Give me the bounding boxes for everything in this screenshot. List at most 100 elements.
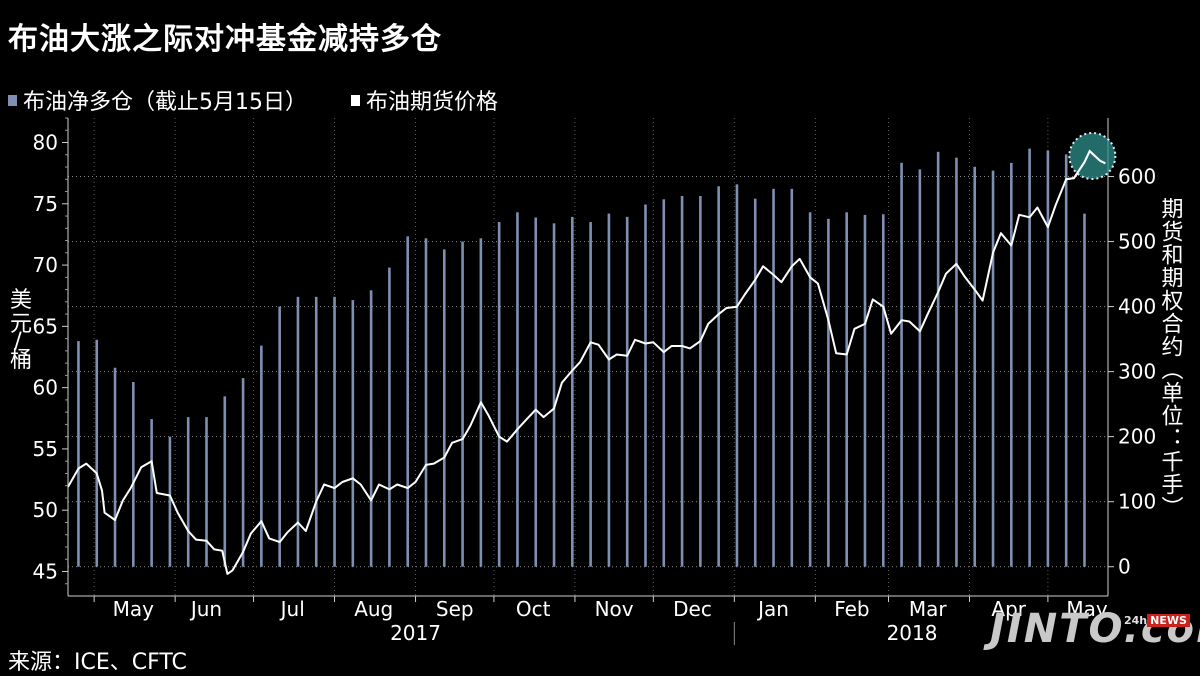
right-tick-label: 500 — [1118, 230, 1156, 254]
left-tick-label: 80 — [33, 131, 58, 155]
bar-net-long — [607, 213, 611, 567]
price-line-highlight — [1066, 149, 1106, 181]
bar-net-long — [790, 188, 794, 567]
legend-swatch-bars — [8, 94, 17, 106]
bar-net-long — [516, 212, 519, 567]
bar-net-long — [1046, 150, 1050, 567]
x-tick-label: Jan — [756, 597, 789, 621]
bar-net-long — [552, 223, 556, 567]
right-tick-label: 0 — [1118, 555, 1131, 579]
bar-net-long — [296, 296, 300, 567]
bar-net-long — [845, 212, 848, 567]
legend-label-price: 布油期货价格 — [366, 90, 499, 115]
right-tick-label: 400 — [1118, 295, 1156, 319]
x-tick-label: May — [113, 597, 155, 621]
bar-net-long — [735, 184, 739, 567]
x-tick-label: Jul — [279, 597, 305, 621]
bar-net-long — [662, 199, 666, 567]
bar-net-long — [589, 222, 592, 567]
line-layer — [67, 150, 1106, 575]
bar-net-long — [223, 396, 227, 567]
x-tick-label: Nov — [595, 597, 634, 621]
bar-net-long — [680, 196, 684, 567]
legend-item-net-long: 布油净多仓（截止5月15日） — [8, 84, 307, 116]
bar-net-long — [918, 169, 922, 567]
bar-net-long — [900, 162, 903, 567]
watermark-logo: JINTO.com — [990, 606, 1200, 652]
source-note: 来源：ICE、CFTC — [8, 650, 187, 675]
bar-net-long — [534, 217, 538, 567]
bar-net-long — [1010, 162, 1013, 567]
bar-net-long — [132, 382, 135, 567]
x-tick-label: Jun — [189, 597, 222, 621]
x-tick-label: Aug — [354, 597, 393, 621]
x-tick-label: Apr — [991, 597, 1026, 621]
bar-net-long — [461, 241, 464, 567]
watermark-badge: 24h NEWS — [1124, 614, 1190, 627]
left-tick-label: 55 — [33, 437, 58, 461]
bar-net-long — [644, 204, 647, 567]
bar-net-long — [1028, 148, 1031, 567]
left-tick-label: 70 — [33, 253, 58, 277]
bar-net-long — [168, 436, 172, 567]
bar-net-long — [424, 238, 428, 567]
bar-net-long — [333, 296, 336, 567]
left-tick-label: 45 — [33, 559, 58, 583]
bar-net-long — [260, 345, 263, 567]
legend: 布油净多仓（截止5月15日） 布油期货价格 — [8, 84, 542, 116]
bar-net-long — [717, 186, 720, 567]
bar-net-long — [699, 196, 702, 567]
left-axis-label: 美元/桶 — [10, 288, 32, 373]
x-tick-label: Sep — [436, 597, 474, 621]
legend-item-price: 布油期货价格 — [351, 84, 498, 116]
bar-net-long — [442, 249, 446, 567]
left-tick-label: 50 — [33, 498, 58, 522]
bar-net-long — [955, 157, 958, 567]
bar-net-long — [772, 188, 775, 567]
x-tick-label: Feb — [834, 597, 869, 621]
legend-swatch-line — [351, 94, 360, 106]
right-tick-label: 200 — [1118, 425, 1156, 449]
year-label: 2018 — [887, 621, 938, 645]
bar-net-long — [241, 378, 245, 567]
x-tick-label: May — [1066, 597, 1108, 621]
bar-net-long — [991, 170, 995, 567]
highlight-circle — [1068, 131, 1117, 180]
right-axis-label: 期货和期权合约（单位：千手） — [1158, 197, 1184, 519]
bar-net-long — [863, 214, 867, 567]
bar-net-long — [753, 198, 757, 567]
year-label: 2017 — [390, 621, 441, 645]
bar-net-long — [625, 216, 629, 567]
bar-net-long — [314, 296, 318, 567]
bar-net-long — [881, 214, 885, 567]
left-tick-label: 60 — [33, 376, 58, 400]
bar-net-long — [1064, 154, 1068, 567]
left-tick-label: 75 — [33, 192, 58, 216]
bar-net-long — [351, 300, 355, 567]
bars-layer — [77, 148, 1086, 567]
grid-layer — [68, 118, 1108, 596]
annotation-layer — [1066, 131, 1117, 181]
right-tick-label: 600 — [1118, 165, 1156, 189]
watermark-badge-prefix: 24h — [1124, 614, 1148, 627]
bar-net-long — [278, 306, 281, 567]
bar-net-long — [1083, 213, 1086, 567]
chart-title: 布油大涨之际对冲基金减持多仓 — [8, 22, 442, 57]
bar-net-long — [973, 166, 977, 567]
bar-net-long — [936, 151, 940, 567]
right-tick-label: 100 — [1118, 490, 1156, 514]
price-line — [67, 150, 1106, 575]
right-tick-label: 300 — [1118, 360, 1156, 384]
legend-label-net-long: 布油净多仓（截止5月15日） — [23, 90, 307, 115]
bar-net-long — [186, 417, 190, 567]
bar-net-long — [827, 218, 830, 567]
left-tick-label: 65 — [33, 314, 58, 338]
watermark-badge-news: NEWS — [1147, 614, 1190, 627]
x-tick-label: Dec — [673, 597, 712, 621]
bar-net-long — [388, 267, 391, 567]
bar-net-long — [497, 222, 501, 567]
bar-net-long — [113, 367, 117, 567]
x-tick-label: Mar — [909, 597, 948, 621]
bar-net-long — [95, 339, 99, 567]
